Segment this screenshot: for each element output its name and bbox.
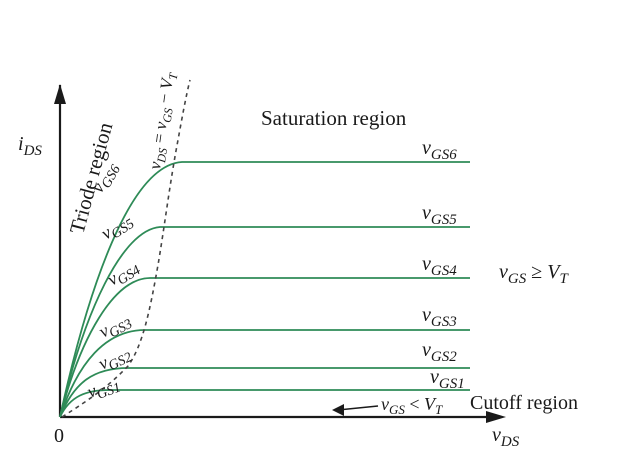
- curve-label-right-vgs3-main: v: [422, 304, 431, 326]
- origin-label: 0: [54, 425, 64, 447]
- curve-label-right-vgs1: vGS1: [430, 366, 465, 392]
- saturation-region-label: Saturation region: [261, 106, 407, 130]
- vgs-lt-vt-v: v: [381, 394, 389, 414]
- boundary-eq-t: T: [166, 71, 181, 81]
- curve-label-right-vgs1-sub: GS1: [439, 376, 465, 392]
- cutoff-region-label: Cutoff region: [470, 392, 578, 414]
- boundary-eq-equals: =: [148, 128, 169, 149]
- curve-label-right-vgs6-main: v: [422, 137, 431, 159]
- cutoff-arrow-line: [337, 405, 379, 411]
- vgs-ge-vt-op: ≥: [526, 261, 547, 283]
- vgs-lt-vt-t: T: [435, 402, 443, 417]
- curve-label-left-vgs3-sub: GS3: [107, 317, 135, 342]
- curve-vgs5: [59, 226, 470, 418]
- curve-vgs3: [59, 329, 470, 418]
- boundary-eq-ds: DS: [154, 147, 170, 164]
- curve-label-right-vgs3: vGS3: [422, 304, 457, 330]
- y-axis-label-main: i: [18, 133, 24, 155]
- curve-label-right-vgs2: vGS2: [422, 339, 457, 365]
- vgs-lt-vt-V: V: [424, 394, 437, 414]
- curve-label-right-vgs5-sub: GS5: [431, 212, 457, 228]
- vgs-lt-vt-label: vGS < VT: [381, 394, 443, 417]
- vgs-ge-vt-gs: GS: [508, 271, 527, 287]
- curve-label-right-vgs3-sub: GS3: [431, 314, 457, 330]
- curve-label-left-vgs2-sub: GS2: [106, 350, 134, 374]
- curve-label-right-vgs4-sub: GS4: [431, 263, 457, 279]
- curve-label-right-vgs2-sub: GS2: [431, 349, 457, 365]
- boundary-eq-minus: −: [154, 88, 175, 109]
- cutoff-arrowhead: [332, 404, 344, 416]
- vgs-ge-vt-V: V: [547, 261, 562, 283]
- curve-label-right-vgs4: vGS4: [422, 253, 457, 279]
- x-axis-label: vDS: [492, 424, 520, 450]
- x-axis-label-sub: DS: [500, 434, 520, 450]
- curve-label-right-vgs4-main: v: [422, 253, 431, 275]
- boundary-equation-label: vDS = vGS − VT: [145, 70, 181, 171]
- vgs-ge-vt-label: vGS ≥ VT: [499, 261, 569, 287]
- boundary-eq-v2: v: [151, 120, 171, 131]
- curve-label-right-vgs5: vGS5: [422, 202, 457, 228]
- curve-label-right-vgs2-main: v: [422, 339, 431, 361]
- curve-label-right-vgs5-main: v: [422, 202, 431, 224]
- vgs-lt-vt-op: <: [405, 394, 424, 414]
- curve-vgs4: [59, 277, 470, 418]
- curves-group: [59, 161, 470, 418]
- x-axis-arrowhead: [486, 411, 506, 423]
- curve-label-left-vgs1-sub: GS1: [95, 380, 123, 402]
- curve-label-left-vgs4: vGS4: [104, 255, 144, 292]
- curve-label-left-vgs5: vGS5: [97, 209, 137, 247]
- curve-label-right-vgs1-main: v: [430, 366, 439, 388]
- y-axis-label-sub: DS: [23, 143, 43, 159]
- triode-saturation-boundary: [61, 79, 191, 418]
- boundary-eq-gs: GS: [160, 107, 176, 123]
- x-axis-label-main: v: [492, 424, 501, 446]
- y-axis-label: iDS: [18, 133, 42, 159]
- vgs-ge-vt-v: v: [499, 261, 508, 283]
- vgs-ge-vt-t: T: [559, 271, 569, 287]
- y-axis-arrowhead: [54, 84, 66, 104]
- curve-vgs6: [59, 161, 470, 418]
- curve-label-right-vgs6-sub: GS6: [431, 147, 457, 163]
- boundary-eq-v: v: [145, 160, 165, 171]
- curve-label-right-vgs6: vGS6: [422, 137, 457, 163]
- vgs-lt-vt-gs: GS: [389, 402, 405, 417]
